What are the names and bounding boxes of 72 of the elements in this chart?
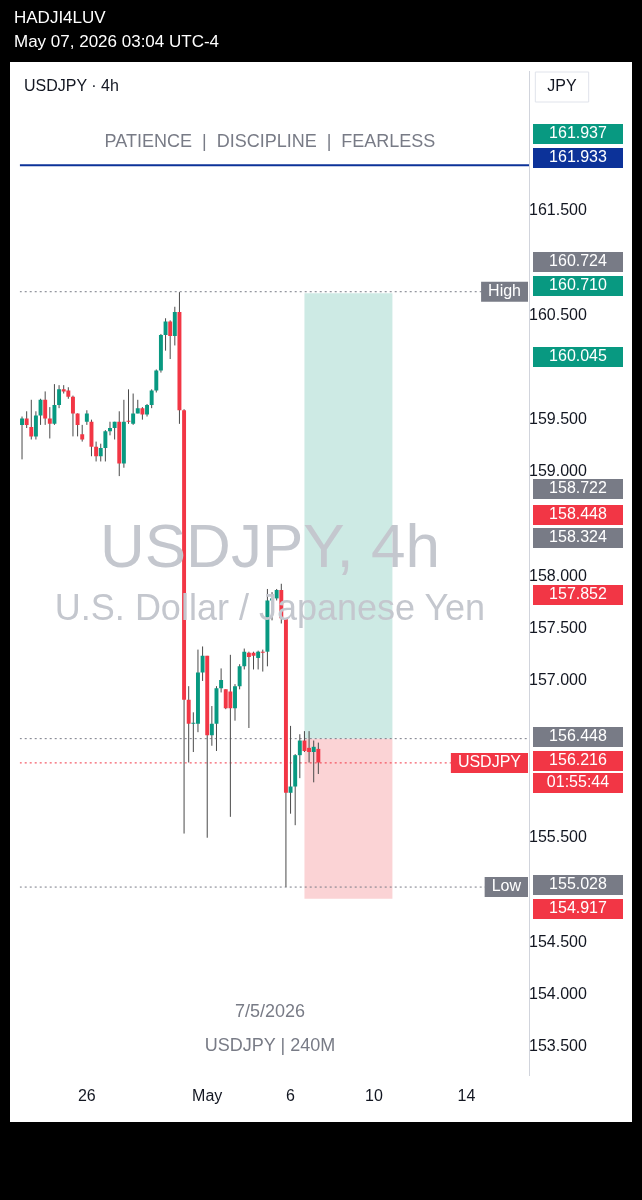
candlestick xyxy=(209,705,214,747)
candlestick xyxy=(108,421,112,436)
text: 157.852 xyxy=(549,585,608,603)
text: 155.028 xyxy=(549,875,608,893)
text: 154.917 xyxy=(549,899,608,917)
text: 161.933 xyxy=(549,148,608,166)
candlestick xyxy=(57,384,62,409)
y-tick-label: 158.000 xyxy=(529,566,587,584)
text: 161.937 xyxy=(549,124,608,142)
candlestick xyxy=(233,683,237,722)
candlestick xyxy=(94,441,99,462)
text: HADJI4LUV xyxy=(14,7,107,29)
x-tick-label: 14 xyxy=(457,1087,476,1105)
text: May 07, 2026 03:04 UTC-4 xyxy=(14,31,220,53)
text: 158.448 xyxy=(549,505,608,523)
candlestick xyxy=(242,648,247,670)
candlestick xyxy=(131,393,136,426)
candlestick xyxy=(33,410,38,441)
candlestick xyxy=(311,740,316,783)
x-tick-label: 10 xyxy=(365,1087,383,1105)
text: 156.448 xyxy=(549,727,608,745)
candlestick xyxy=(302,730,307,753)
annotation: 7/5/2026 xyxy=(234,1000,306,1021)
candlestick xyxy=(256,650,261,670)
candlestick xyxy=(103,429,108,462)
candlestick xyxy=(223,688,228,710)
y-tick-label: 155.500 xyxy=(529,828,587,846)
y-tick-label: 159.500 xyxy=(529,410,587,428)
chart-title: USDJPY · 4h xyxy=(24,77,119,95)
candlestick xyxy=(163,317,168,352)
text: JPY xyxy=(547,77,577,95)
candlestick xyxy=(297,733,302,779)
candlestick xyxy=(52,383,57,426)
ref-line-label: High xyxy=(488,282,521,300)
candlestick xyxy=(154,368,159,393)
annotation: USDJPY | 240M xyxy=(204,1034,336,1055)
candlestick xyxy=(246,651,251,729)
text: PATIENCE | DISCIPLINE | FEARLESS xyxy=(104,130,436,151)
candlestick xyxy=(43,390,48,426)
y-tick-label: 157.000 xyxy=(529,671,587,689)
y-tick-label: 153.500 xyxy=(529,1037,587,1055)
candlestick xyxy=(200,645,205,682)
candlestick xyxy=(47,406,52,439)
candlestick xyxy=(237,663,242,690)
candlestick xyxy=(260,649,265,673)
ref-line-label: USDJPY xyxy=(457,753,522,771)
x-tick-label: 6 xyxy=(286,1087,296,1105)
y-tick-label: 161.500 xyxy=(529,201,587,219)
text: 160.724 xyxy=(549,252,608,270)
text: 01:55:44 xyxy=(546,773,610,791)
y-tick-label: 160.500 xyxy=(529,305,587,323)
text: 156.216 xyxy=(549,751,608,769)
x-tick-label: May xyxy=(192,1087,223,1105)
y-tick-label: 154.000 xyxy=(529,984,587,1002)
y-tick-label: 159.000 xyxy=(529,462,587,480)
text: 160.045 xyxy=(549,347,608,365)
text: 158.324 xyxy=(549,528,608,546)
candlestick xyxy=(288,725,293,815)
text: 160.710 xyxy=(549,276,608,294)
candlestick xyxy=(75,412,80,437)
y-tick-label: 154.500 xyxy=(529,932,587,950)
candlestick xyxy=(20,416,24,460)
x-tick-label: 26 xyxy=(77,1087,96,1105)
candlestick xyxy=(38,398,43,426)
candlestick xyxy=(70,395,75,437)
candlestick xyxy=(149,388,154,409)
text: 158.722 xyxy=(549,479,608,497)
candlestick xyxy=(29,399,34,441)
ref-line-label: Low xyxy=(491,877,522,895)
y-tick-label: 157.500 xyxy=(529,619,587,637)
candlestick xyxy=(168,319,173,360)
candlestick xyxy=(219,667,224,693)
